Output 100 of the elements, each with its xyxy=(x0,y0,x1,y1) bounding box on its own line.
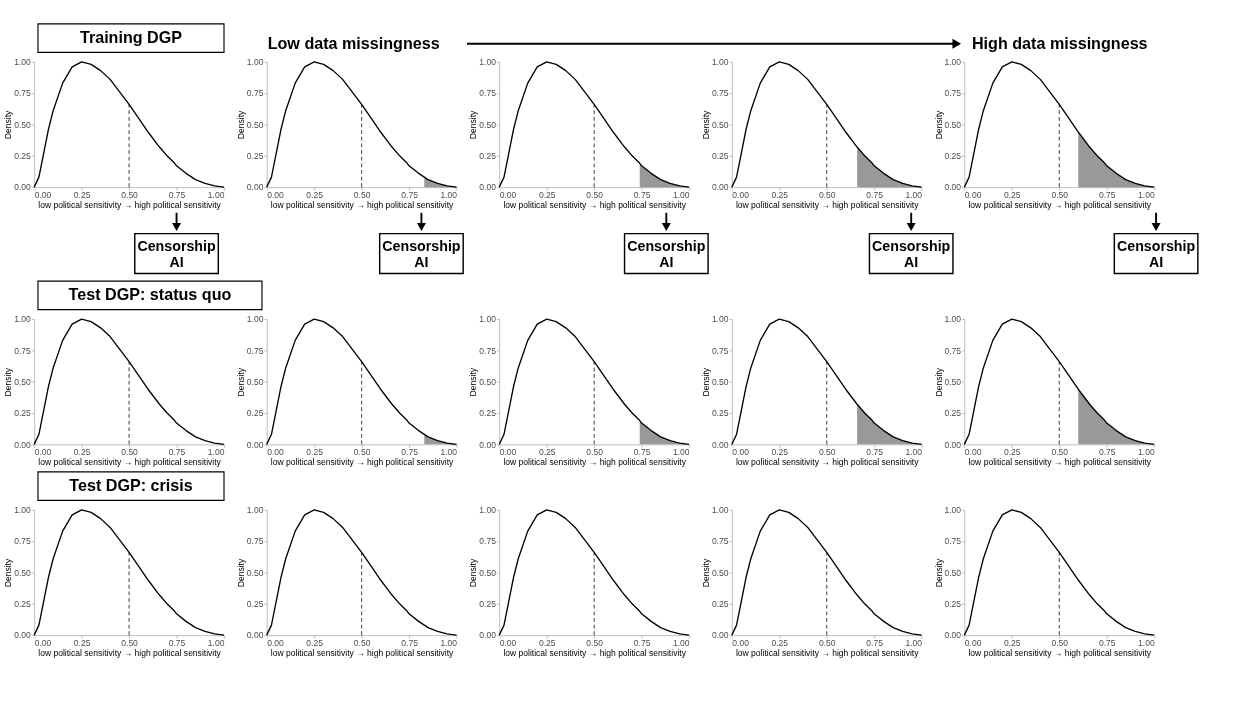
y-tick-label: 0.50 xyxy=(14,377,32,388)
y-tick-label: 0.50 xyxy=(944,119,962,130)
y-axis-title: Density xyxy=(3,367,14,397)
y-tick-label: 0.00 xyxy=(944,182,962,193)
x-tick-label: 0.50 xyxy=(586,447,604,458)
y-tick-label: 0.00 xyxy=(711,182,729,193)
y-tick-label: 1.00 xyxy=(479,505,497,516)
text: Censorship AI xyxy=(1116,237,1196,270)
x-tick-label: 1.00 xyxy=(905,190,923,201)
line-series xyxy=(731,318,923,446)
y-axis-title: Density xyxy=(3,110,14,140)
x-tick-label: 1.00 xyxy=(672,447,690,458)
y-tick-label: 0.25 xyxy=(479,599,497,610)
x-axis-title: low political sensitivity → high political sensitivity xyxy=(38,647,222,658)
y-tick-label: 0.50 xyxy=(944,377,962,388)
x-tick-label: 0.50 xyxy=(1051,447,1069,458)
y-tick-label: 1.00 xyxy=(944,505,962,516)
x-tick-label: 1.00 xyxy=(440,190,458,201)
x-tick-label: 0.00 xyxy=(34,638,52,649)
y-tick-label: 0.75 xyxy=(246,345,264,356)
text: High data missingness xyxy=(971,33,1148,52)
x-tick-label: 0.50 xyxy=(818,447,836,458)
x-tick-label: 1.00 xyxy=(207,447,225,458)
x-tick-label: 0.75 xyxy=(168,447,186,458)
line-series xyxy=(498,318,690,446)
text: Censorship AI xyxy=(137,237,216,270)
line-series xyxy=(963,509,1155,636)
y-tick-label: 0.25 xyxy=(14,151,32,162)
y-tick-label: 0.75 xyxy=(479,536,497,547)
x-tick-label: 1.00 xyxy=(672,190,690,201)
y-tick-label: 1.00 xyxy=(14,314,32,325)
x-tick-label: 0.50 xyxy=(818,638,836,649)
x-tick-label: 0.50 xyxy=(353,447,371,458)
y-tick-label: 0.25 xyxy=(711,151,729,162)
y-tick-label: 1.00 xyxy=(711,314,729,325)
x-tick-label: 0.00 xyxy=(964,190,982,201)
x-tick-label: 1.00 xyxy=(207,190,225,201)
y-tick-label: 0.00 xyxy=(246,630,264,641)
line-series xyxy=(498,61,690,188)
x-tick-label: 0.00 xyxy=(267,638,285,649)
x-tick-label: 0.25 xyxy=(771,447,789,458)
x-axis-title: low political sensitivity → high political sensitivity xyxy=(503,647,687,658)
y-axis-title: Density xyxy=(235,367,246,397)
y-tick-label: 0.25 xyxy=(14,599,32,610)
x-tick-label: 0.75 xyxy=(401,638,419,649)
x-tick-label: 0.25 xyxy=(306,447,324,458)
y-axis-title: Density xyxy=(235,110,246,140)
y-tick-label: 0.00 xyxy=(479,439,497,450)
y-tick-label: 0.00 xyxy=(479,630,497,641)
y-tick-label: 0.00 xyxy=(711,630,729,641)
y-tick-label: 0.50 xyxy=(711,119,729,130)
x-tick-label: 0.00 xyxy=(34,447,52,458)
x-tick-label: 0.25 xyxy=(306,638,324,649)
x-tick-label: 1.00 xyxy=(672,638,690,649)
y-tick-label: 0.25 xyxy=(246,599,264,610)
y-tick-label: 1.00 xyxy=(246,314,264,325)
x-tick-label: 0.00 xyxy=(267,447,285,458)
x-axis-title: low political sensitivity → high political sensitivity xyxy=(968,199,1152,210)
line-series xyxy=(33,509,225,636)
x-tick-label: 0.00 xyxy=(732,190,750,201)
y-tick-label: 0.75 xyxy=(14,88,32,99)
x-tick-label: 0.75 xyxy=(633,447,651,458)
x-tick-label: 0.75 xyxy=(401,190,419,201)
x-axis-title: low political sensitivity → high political sensitivity xyxy=(38,199,222,210)
y-tick-label: 0.25 xyxy=(479,151,497,162)
x-tick-label: 0.75 xyxy=(1098,447,1116,458)
y-tick-label: 0.50 xyxy=(479,377,497,388)
y-tick-label: 0.75 xyxy=(479,88,497,99)
x-tick-label: 0.50 xyxy=(353,190,371,201)
line-series xyxy=(266,509,458,636)
x-tick-label: 0.25 xyxy=(306,190,324,201)
x-tick-label: 0.25 xyxy=(538,638,556,649)
y-axis-title: Density xyxy=(933,367,944,397)
x-tick-label: 0.75 xyxy=(168,190,186,201)
x-tick-label: 0.50 xyxy=(818,190,836,201)
x-tick-label: 0.00 xyxy=(499,447,517,458)
x-tick-label: 0.25 xyxy=(771,638,789,649)
x-tick-label: 0.25 xyxy=(1003,447,1021,458)
y-tick-label: 0.50 xyxy=(479,119,497,130)
x-tick-label: 0.25 xyxy=(73,190,91,201)
y-tick-label: 0.50 xyxy=(14,567,32,578)
x-tick-label: 0.25 xyxy=(73,638,91,649)
y-tick-label: 1.00 xyxy=(246,505,264,516)
line-series xyxy=(33,318,225,446)
x-tick-label: 0.25 xyxy=(1003,190,1021,201)
y-tick-label: 1.00 xyxy=(944,314,962,325)
x-tick-label: 1.00 xyxy=(207,638,225,649)
x-tick-label: 0.25 xyxy=(73,447,91,458)
x-tick-label: 0.50 xyxy=(1051,190,1069,201)
y-tick-label: 0.00 xyxy=(14,630,32,641)
y-axis-title: Density xyxy=(933,110,944,140)
y-tick-label: 0.00 xyxy=(944,439,962,450)
y-axis-title: Density xyxy=(701,367,712,397)
line-series xyxy=(963,318,1155,446)
x-tick-label: 0.00 xyxy=(499,638,517,649)
x-tick-label: 0.00 xyxy=(499,190,517,201)
y-tick-label: 0.25 xyxy=(944,599,962,610)
line-series xyxy=(33,61,225,188)
line-series xyxy=(963,61,1155,188)
y-tick-label: 0.25 xyxy=(246,408,264,419)
